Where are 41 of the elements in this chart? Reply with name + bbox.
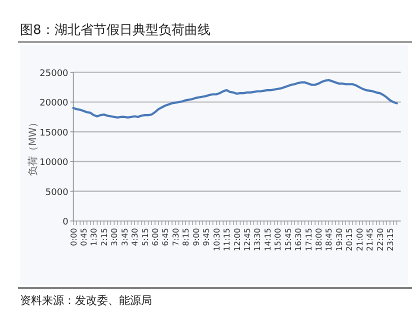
y-tick-label: 0 <box>62 218 69 228</box>
x-tick-label: 23:15 <box>386 228 395 252</box>
y-axis-title: 负荷（MW） <box>27 117 39 176</box>
x-tick-label: 22:30 <box>376 228 385 252</box>
annotation: 资料来源：发改委、能源局 <box>20 294 152 307</box>
x-tick-label: 13:30 <box>253 228 262 252</box>
x-tick-label: 0:45 <box>80 228 89 246</box>
x-tick-label: 5:15 <box>140 228 150 246</box>
x-tick-label: 3:45 <box>120 228 130 246</box>
x-tick-label: 4:30 <box>130 228 140 246</box>
x-tick-label: 21:00 <box>355 228 364 252</box>
y-tick-label: 10000 <box>40 158 69 168</box>
x-tick-label: 8:15 <box>182 228 191 246</box>
x-tick-label: 9:45 <box>202 228 212 246</box>
x-tick-label: 12:45 <box>242 228 252 252</box>
x-tick-label: 11:15 <box>222 228 232 252</box>
x-tick-label: 21:45 <box>366 228 375 252</box>
x-tick-label: 2:15 <box>100 228 109 246</box>
x-tick-label: 0:00 <box>69 228 78 246</box>
x-tick-label: 6:45 <box>161 228 170 246</box>
x-tick-label: 15:00 <box>274 228 283 252</box>
y-tick-label: 15000 <box>40 128 69 138</box>
y-tick-label: 25000 <box>40 68 69 79</box>
x-tick-label: 9:00 <box>192 228 201 246</box>
x-tick-label: 12:00 <box>232 228 242 252</box>
x-tick-label: 18:00 <box>314 228 324 252</box>
x-tick-label: 20:15 <box>345 228 354 252</box>
x-tick-label: 3:00 <box>110 228 120 246</box>
x-tick-label: 16:30 <box>294 228 304 252</box>
x-tick-label: 18:45 <box>324 228 334 252</box>
x-tick-label: 14:15 <box>263 228 272 252</box>
x-tick-label: 10:30 <box>212 228 222 252</box>
y-tick-label: 5000 <box>45 188 69 198</box>
x-tick-label: 6:00 <box>151 228 160 246</box>
x-tick-label: 15:45 <box>284 228 293 252</box>
title: 图8：湖北省节假日典型负荷曲线 <box>20 23 210 38</box>
x-tick-label: 1:30 <box>90 228 99 246</box>
x-tick-label: 17:15 <box>304 228 314 252</box>
x-tick-label: 19:30 <box>334 228 344 252</box>
x-tick-label: 7:30 <box>171 228 180 246</box>
y-tick-label: 20000 <box>40 98 69 109</box>
